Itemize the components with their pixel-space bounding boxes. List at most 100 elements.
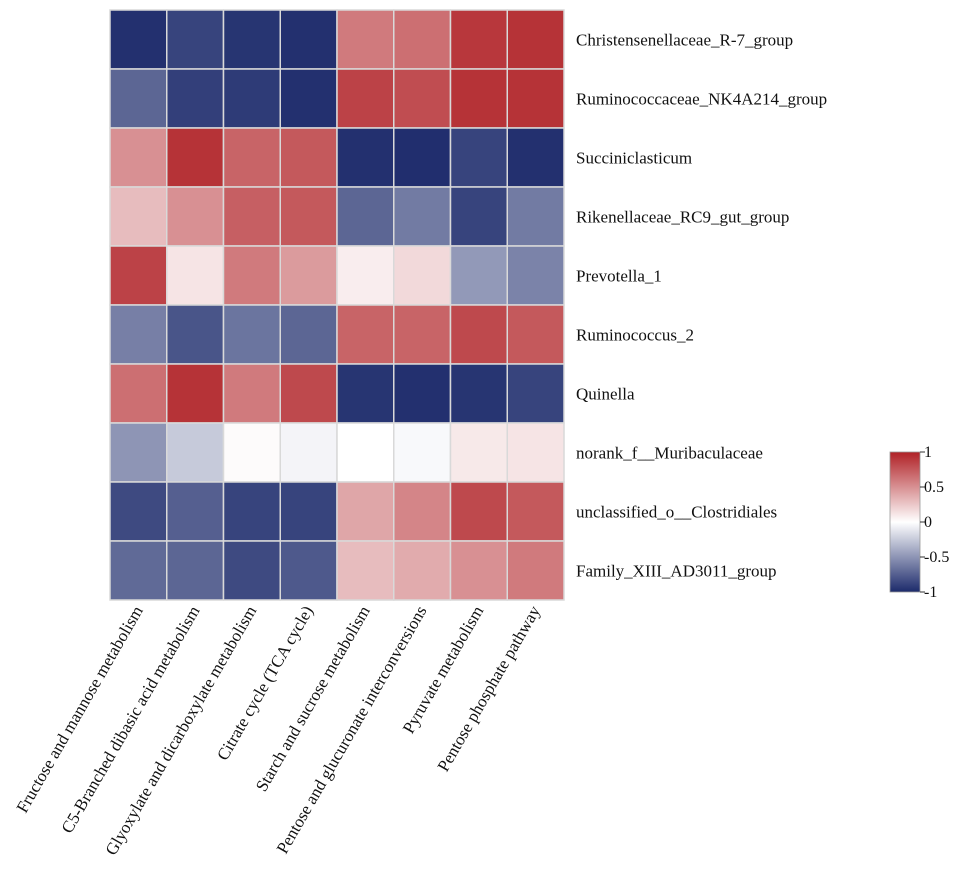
heatmap-cell — [166, 9, 225, 70]
heatmap-cell — [336, 304, 395, 365]
heatmap-cell — [279, 363, 338, 424]
heatmap-cell — [222, 540, 281, 601]
heatmap-cell — [449, 245, 508, 306]
heatmap-cell — [279, 127, 338, 188]
heatmap-cell — [166, 481, 225, 542]
heatmap-cell — [279, 540, 338, 601]
heatmap-cell — [279, 422, 338, 483]
heatmap-cell — [449, 363, 508, 424]
heatmap-cell — [393, 245, 452, 306]
heatmap-cell — [449, 186, 508, 247]
column-label: Citrate cycle (TCA cycle) — [213, 603, 317, 764]
legend-tick-label: 0.5 — [924, 479, 944, 496]
heatmap-cell — [222, 363, 281, 424]
heatmap-cell — [222, 304, 281, 365]
heatmap-cell — [222, 9, 281, 70]
heatmap-cell — [393, 363, 452, 424]
row-label: Ruminococcus_2 — [576, 326, 694, 345]
heatmap-cell — [393, 68, 452, 129]
heatmap-cell — [506, 304, 565, 365]
row-label: norank_f__Muribaculaceae — [576, 444, 763, 463]
row-label: unclassified_o__Clostridiales — [576, 503, 777, 522]
heatmap-cell — [166, 422, 225, 483]
legend-tick-label: 1 — [924, 444, 932, 461]
heatmap-cell — [166, 245, 225, 306]
heatmap-cell — [449, 68, 508, 129]
legend-colorbar — [889, 451, 921, 593]
heatmap-cell — [109, 245, 168, 306]
heatmap-cell — [279, 68, 338, 129]
heatmap-cell — [393, 540, 452, 601]
heatmap-cell — [109, 127, 168, 188]
heatmap-cell — [449, 304, 508, 365]
heatmap-cell — [506, 422, 565, 483]
heatmap-cell — [222, 481, 281, 542]
heatmap-cell — [166, 68, 225, 129]
heatmap-cell — [336, 9, 395, 70]
heatmap-cell — [109, 68, 168, 129]
heatmap-cell — [449, 127, 508, 188]
heatmap-cell — [109, 304, 168, 365]
row-labels: Christensenellaceae_R-7_group Ruminococca… — [576, 31, 827, 581]
heatmap-cell — [506, 363, 565, 424]
row-label: Family_XIII_AD3011_group — [576, 562, 777, 581]
heatmap-cell — [506, 127, 565, 188]
heatmap-cell — [393, 422, 452, 483]
heatmap-cell — [393, 127, 452, 188]
heatmap-cell — [166, 127, 225, 188]
heatmap-cell — [166, 186, 225, 247]
row-label: Quinella — [576, 385, 635, 404]
heatmap-cell — [222, 422, 281, 483]
heatmap-cell — [336, 245, 395, 306]
legend-tick-label: 0 — [924, 514, 932, 531]
heatmap-cell — [449, 422, 508, 483]
row-label: Succiniclasticum — [576, 149, 692, 168]
heatmap-cell — [222, 68, 281, 129]
column-label: Pentose phosphate pathway — [434, 602, 545, 775]
heatmap-cell — [109, 186, 168, 247]
color-legend: 1 0.5 0 -0.5 -1 — [889, 444, 949, 601]
row-label: Rikenellaceae_RC9_gut_group — [576, 208, 789, 227]
row-label: Ruminococcaceae_NK4A214_group — [576, 90, 827, 109]
column-labels: Fructose and mannose metabolismC5-Branch… — [13, 602, 545, 858]
heatmap-cell — [279, 481, 338, 542]
heatmap-cell — [506, 481, 565, 542]
heatmap-cell — [393, 9, 452, 70]
heatmap-cell — [506, 68, 565, 129]
heatmap-cell — [336, 422, 395, 483]
heatmap-cell — [279, 186, 338, 247]
legend-tick-label: -0.5 — [924, 549, 949, 566]
heatmap-cell — [449, 9, 508, 70]
heatmap-cell — [336, 68, 395, 129]
heatmap-cell — [336, 127, 395, 188]
heatmap-cell — [222, 245, 281, 306]
heatmap-cell — [506, 540, 565, 601]
heatmap-cell — [506, 245, 565, 306]
heatmap-cell — [506, 9, 565, 70]
heatmap-cell — [336, 540, 395, 601]
heatmap-cell — [449, 540, 508, 601]
row-label: Christensenellaceae_R-7_group — [576, 31, 793, 50]
legend-tick-label: -1 — [924, 584, 937, 601]
heatmap-cell — [279, 304, 338, 365]
heatmap-cell — [393, 304, 452, 365]
heatmap-cell — [222, 186, 281, 247]
heatmap-cell — [279, 9, 338, 70]
heatmap-cell — [336, 481, 395, 542]
heatmap-cell — [506, 186, 565, 247]
heatmap-cell — [109, 9, 168, 70]
heatmap-cell — [109, 363, 168, 424]
column-label: Starch and sucrose metabolism — [252, 603, 374, 795]
heatmap-cell — [336, 363, 395, 424]
heatmap-cell — [279, 245, 338, 306]
heatmap-cell — [222, 127, 281, 188]
heatmap-cell — [109, 481, 168, 542]
heatmap-cells — [109, 9, 565, 601]
row-label: Prevotella_1 — [576, 267, 662, 286]
heatmap-cell — [166, 304, 225, 365]
heatmap-cell — [166, 540, 225, 601]
heatmap-cell — [109, 540, 168, 601]
heatmap-cell — [393, 186, 452, 247]
heatmap-cell — [449, 481, 508, 542]
